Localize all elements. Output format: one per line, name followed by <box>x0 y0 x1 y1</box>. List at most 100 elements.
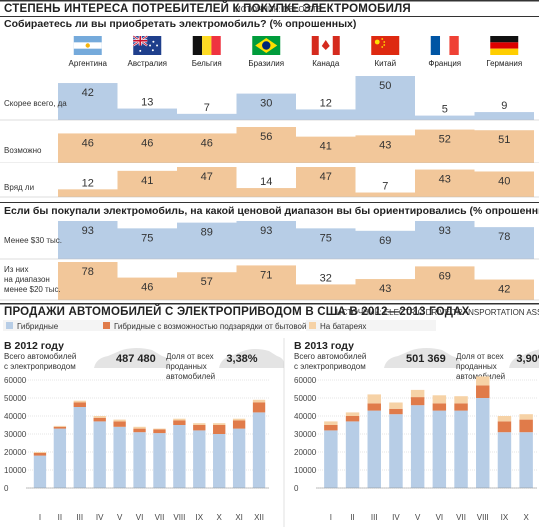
flag-part <box>311 36 319 55</box>
star-icon <box>381 46 384 48</box>
y-tick-label: 0 <box>4 484 9 493</box>
price-bar <box>58 221 118 259</box>
y-tick-label: 30000 <box>4 430 27 439</box>
survey-bar <box>117 108 177 120</box>
x-tick-label: XII <box>254 513 264 522</box>
flag-part <box>440 36 450 55</box>
x-tick-label: III <box>76 513 83 522</box>
price-bar <box>236 221 296 259</box>
survey-bar <box>474 112 534 120</box>
legend-swatch <box>6 322 13 329</box>
y-tick-label: 10000 <box>294 466 317 475</box>
price-value-label: 75 <box>141 232 153 244</box>
sales-bar-segment <box>497 416 512 422</box>
sales-bar-segment <box>173 425 186 488</box>
price-value-label: 89 <box>201 227 213 239</box>
price-value-label: 93 <box>260 225 272 237</box>
price-value-label: 71 <box>260 269 272 281</box>
survey-bar <box>355 192 415 197</box>
total-label: Всего автомобилей <box>294 352 366 361</box>
canada-flag-icon <box>311 36 340 55</box>
survey-value-label: 40 <box>498 175 510 187</box>
x-tick-label: IX <box>501 513 509 522</box>
sales-bar-segment <box>33 455 47 488</box>
sales-bar-segment <box>73 402 86 407</box>
price-value-label: 69 <box>439 270 451 282</box>
legend-swatch <box>103 322 110 329</box>
sales-bar-segment <box>476 398 490 488</box>
sales-bar-segment <box>367 394 381 404</box>
sales-bar-segment <box>33 452 47 453</box>
legend-bg <box>3 320 133 331</box>
survey-value-label: 46 <box>82 137 94 149</box>
country-label: Китай <box>374 59 396 68</box>
total-label: Всего автомобилей <box>4 352 76 361</box>
question-1: Собираетесь ли вы приобретать электромоб… <box>4 18 356 30</box>
sales-bar-segment <box>389 414 403 488</box>
x-tick-label: V <box>415 513 421 522</box>
price-bar <box>474 227 534 259</box>
share-label: Доля от всех <box>456 352 504 361</box>
share-label: автомобилей <box>166 372 215 381</box>
y-tick-label: 40000 <box>4 412 27 421</box>
sales-bar-segment <box>252 402 266 413</box>
sales-bar-segment <box>519 419 533 433</box>
total-value: 487 480 <box>116 353 156 365</box>
sales-bar-segment <box>113 421 126 427</box>
flag-part <box>449 36 459 55</box>
price-bar <box>177 272 237 300</box>
star-icon <box>383 41 386 43</box>
survey-value-label: 7 <box>204 102 210 114</box>
star-icon <box>151 49 154 52</box>
x-tick-label: III <box>371 513 378 522</box>
price-value-label: 46 <box>141 282 153 294</box>
argentina-flag-icon <box>73 36 102 55</box>
sales-bar-segment <box>33 452 47 456</box>
share-value: 3,90% <box>516 353 539 365</box>
survey-value-label: 46 <box>201 137 213 149</box>
sales-bar-segment <box>232 418 246 421</box>
survey-value-label: 12 <box>82 177 94 189</box>
survey-bar <box>355 135 415 163</box>
sales-bar-segment <box>73 400 86 403</box>
belgium-flag-icon <box>192 36 221 55</box>
x-tick-label: VII <box>155 513 165 522</box>
price-row-label: на диапазон <box>4 275 50 284</box>
sales-bar-segment <box>53 426 67 429</box>
sales-bar-segment <box>324 430 338 488</box>
legend-label: Гибридные <box>17 322 59 331</box>
survey-row-label: Возможно <box>4 146 42 155</box>
sales-bar-segment <box>454 396 468 404</box>
sales-bar-segment <box>345 421 360 488</box>
x-tick-label: IV <box>392 513 400 522</box>
rule <box>0 16 539 17</box>
x-tick-label: IV <box>96 513 104 522</box>
sales-title: ПРОДАЖИ АВТОМОБИЛЕЙ С ЭЛЕКТРОПРИВОДОМ В … <box>4 305 470 318</box>
survey-value-label: 30 <box>260 98 272 110</box>
share-value: 3,38% <box>226 353 257 365</box>
survey-bar <box>474 171 534 197</box>
survey-value-label: 42 <box>82 87 94 99</box>
country-label: Германия <box>486 59 522 68</box>
country-label: Канада <box>312 59 340 68</box>
price-row-label: Из них <box>4 265 29 274</box>
sales-bar-segment <box>519 414 533 420</box>
total-value: 501 369 <box>406 353 446 365</box>
maple-leaf-icon <box>321 40 330 50</box>
survey-value-label: 41 <box>320 141 332 153</box>
sales-bar-segment <box>93 421 106 488</box>
star-icon <box>152 40 155 43</box>
survey-value-label: 47 <box>201 171 213 183</box>
star-icon <box>139 49 142 52</box>
sales-bar-segment <box>93 417 106 422</box>
survey-value-label: 7 <box>382 181 388 193</box>
globe-icon <box>262 41 271 50</box>
survey-bar <box>117 133 177 163</box>
y-tick-label: 10000 <box>4 466 27 475</box>
price-value-label: 78 <box>498 231 510 243</box>
y-tick-label: 60000 <box>4 376 27 385</box>
sales-bar-segment <box>232 428 246 488</box>
y-tick-label: 30000 <box>294 430 317 439</box>
